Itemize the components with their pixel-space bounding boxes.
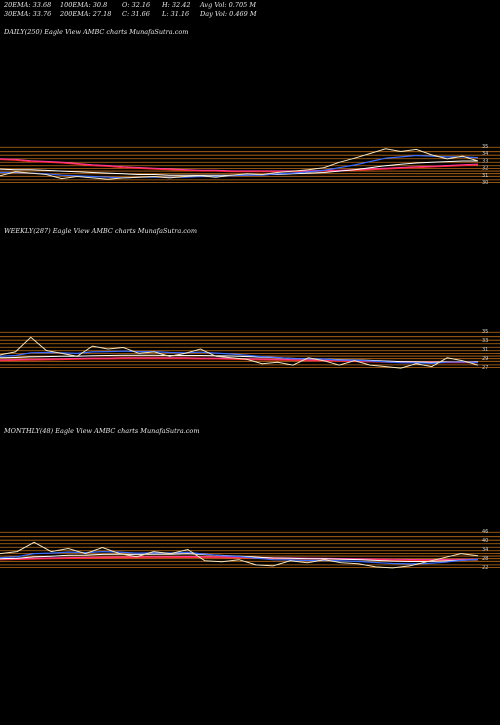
monthly-tick-label: 28 xyxy=(482,556,488,562)
close-stat: C: 31.66 xyxy=(122,10,150,18)
daily-price-line xyxy=(0,148,479,180)
weekly-price-line xyxy=(0,336,479,369)
weekly-tick-label: 31 xyxy=(482,347,488,353)
monthly-tick-label: 46 xyxy=(482,529,488,535)
daily-tick-label: 35 xyxy=(482,144,488,150)
daily-tick-label: 31 xyxy=(482,173,488,179)
weekly-chart: 35 33 31 29 27 xyxy=(0,325,500,525)
daily-ema-pink-line xyxy=(0,158,479,172)
monthly-tick-label: 40 xyxy=(482,538,488,544)
weekly-ema-fast-line xyxy=(0,350,479,365)
weekly-chart-svg: 35 33 31 29 27 xyxy=(0,329,500,371)
monthly-tick-label: 34 xyxy=(482,547,488,553)
ema100-stat: 100EMA: 30.8 xyxy=(60,1,108,9)
daily-tick-label: 32 xyxy=(482,166,488,172)
weekly-tick-label: 27 xyxy=(482,365,488,371)
monthly-panel-title: MONTHLY(48) Eagle View AMBC charts Munaf… xyxy=(4,427,200,435)
monthly-price-line xyxy=(0,541,479,569)
daily-ema-long-line xyxy=(0,159,479,173)
daily-ema-fast-line xyxy=(0,154,479,179)
daily-chart: 35 34 33 32 31 30 xyxy=(0,140,500,340)
daily-panel-title: DAILY(250) Eagle View AMBC charts Munafa… xyxy=(4,28,189,36)
low-stat: L: 31.16 xyxy=(162,10,190,18)
weekly-tick-label: 33 xyxy=(482,338,488,344)
daily-tick-label: 30 xyxy=(482,180,488,186)
day-vol-stat: Day Vol: 0.469 M xyxy=(200,10,257,18)
daily-tick-label: 33 xyxy=(482,158,488,164)
ema200-stat: 200EMA: 27.18 xyxy=(60,10,112,18)
ema30-stat: 30EMA: 33.76 xyxy=(4,10,52,18)
weekly-tick-label: 29 xyxy=(482,356,488,362)
open-stat: O: 32.16 xyxy=(122,1,151,9)
high-stat: H: 32.42 xyxy=(162,1,191,9)
weekly-tick-label: 35 xyxy=(482,329,488,335)
avg-vol-stat: Avg Vol: 0.705 M xyxy=(200,1,257,9)
monthly-ema-fast-line xyxy=(0,550,479,565)
monthly-chart: 46 40 34 28 22 xyxy=(0,525,500,725)
monthly-chart-svg: 46 40 34 28 22 xyxy=(0,529,500,571)
monthly-tick-label: 22 xyxy=(482,565,488,571)
monthly-ema-long-line xyxy=(0,556,479,562)
daily-tick-label: 34 xyxy=(482,151,488,157)
ema20-stat: 20EMA: 33.68 xyxy=(4,1,52,9)
weekly-panel-title: WEEKLY(287) Eagle View AMBC charts Munaf… xyxy=(4,227,197,235)
weekly-ema-slow-line xyxy=(0,354,478,363)
